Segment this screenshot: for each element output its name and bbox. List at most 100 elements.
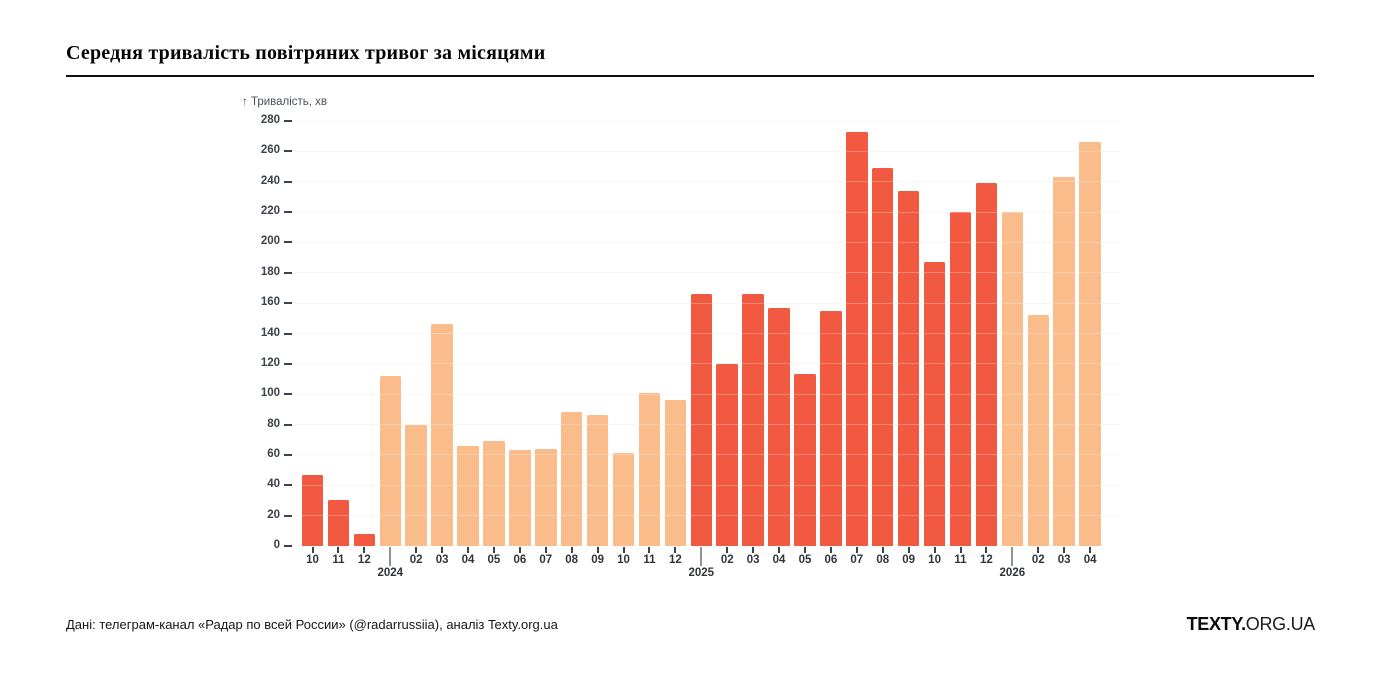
y-tick-label: 0 <box>273 539 280 551</box>
x-month-label: 05 <box>487 554 501 566</box>
bar-2023-10 <box>301 474 324 546</box>
x-tick-mark <box>337 547 340 553</box>
y-tick-mark <box>284 484 292 487</box>
x-tick-mark <box>803 547 806 553</box>
bar-2026-04 <box>1079 142 1101 546</box>
x-tick-mark <box>881 547 884 553</box>
y-tick-label: 280 <box>260 114 280 126</box>
x-month-label: 09 <box>591 554 604 566</box>
bar-2025-03 <box>742 294 764 546</box>
x-tick-mark <box>855 547 858 553</box>
y-tick-label: 80 <box>267 417 280 430</box>
x-month-label: 02 <box>409 554 423 566</box>
x-tick-mark <box>544 547 547 553</box>
y-tick-mark <box>284 120 292 122</box>
bar-2025-06 <box>820 310 842 546</box>
y-tick-label: 260 <box>260 144 280 157</box>
x-month-label: 11 <box>954 554 967 566</box>
x-tick-mark <box>907 547 910 553</box>
x-month-label: 06 <box>513 554 527 566</box>
bar-2023-11 <box>327 500 350 546</box>
bar-2026-01 <box>1001 212 1024 546</box>
x-month-label: 10 <box>928 554 941 566</box>
x-month-label: 08 <box>876 554 890 566</box>
y-tick-label: 200 <box>260 235 280 248</box>
x-tick-mark <box>829 547 832 553</box>
x-month-label: 12 <box>357 554 371 566</box>
y-gridline <box>293 272 1120 274</box>
y-tick-mark <box>284 332 292 335</box>
y-tick-mark <box>284 180 292 183</box>
x-tick-mark <box>1037 547 1040 553</box>
year-tick-mark <box>700 547 703 566</box>
y-tick-mark <box>284 393 292 396</box>
y-tick-label: 40 <box>267 478 280 491</box>
bar-2024-05 <box>483 441 505 546</box>
year-label: 2025 <box>688 567 715 579</box>
x-tick-mark <box>752 547 755 553</box>
bar-2026-03 <box>1053 177 1075 546</box>
y-gridline-overlay <box>293 302 1120 304</box>
bar-2024-03 <box>431 324 453 546</box>
x-month-label: 12 <box>980 554 993 566</box>
y-tick-mark <box>284 271 292 274</box>
y-gridline-overlay <box>293 393 1120 395</box>
x-month-label: 04 <box>461 554 475 566</box>
y-tick-label: 160 <box>260 296 280 309</box>
bar-2024-01 <box>379 376 401 546</box>
texty-logo-bold: TEXTY. <box>1186 614 1247 634</box>
x-tick-mark <box>959 547 962 553</box>
x-tick-mark <box>311 547 314 553</box>
bar-2026-02 <box>1027 315 1049 546</box>
y-tick-label: 140 <box>260 326 280 339</box>
y-gridline-overlay <box>293 363 1120 365</box>
bar-2025-01 <box>690 294 713 546</box>
x-tick-mark <box>467 547 470 553</box>
x-tick-mark <box>985 547 988 553</box>
x-month-label: 05 <box>798 554 812 566</box>
bar-2025-05 <box>794 374 816 546</box>
bar-2025-11 <box>949 212 972 546</box>
x-month-label: 09 <box>902 554 916 566</box>
bar-2025-04 <box>768 307 790 546</box>
x-tick-mark <box>674 547 677 553</box>
x-month-label: 06 <box>824 554 838 566</box>
bar-2023-12 <box>353 533 376 546</box>
x-month-label: 04 <box>1083 554 1097 566</box>
y-tick-label: 60 <box>267 447 280 460</box>
y-gridline <box>293 181 1120 183</box>
texty-logo: TEXTY.ORG.UA <box>1186 614 1316 635</box>
bar-2024-07 <box>535 448 557 546</box>
y-tick-label: 240 <box>260 174 280 187</box>
x-tick-mark <box>415 547 418 553</box>
y-axis-title: ↑ Тривалість, хв <box>242 96 328 108</box>
bar-2024-06 <box>509 450 531 546</box>
x-tick-mark <box>570 547 573 553</box>
bar-2024-08 <box>560 412 583 546</box>
y-gridline <box>293 241 1120 243</box>
x-month-label: 03 <box>1057 554 1071 566</box>
x-tick-mark <box>1063 547 1066 553</box>
x-tick-mark <box>441 547 444 553</box>
y-gridline-overlay <box>293 272 1120 274</box>
y-tick-mark <box>284 545 292 547</box>
x-month-label: 07 <box>850 554 864 566</box>
y-tick-label: 220 <box>260 205 280 218</box>
y-gridline-overlay <box>293 120 1120 122</box>
y-gridline-overlay <box>293 515 1120 517</box>
bar-2025-02 <box>716 363 738 546</box>
x-month-label: 11 <box>332 554 345 566</box>
x-tick-mark <box>778 547 781 553</box>
y-gridline <box>293 120 1120 122</box>
y-gridline-overlay <box>293 484 1120 486</box>
bar-2024-12 <box>664 400 687 546</box>
year-tick-mark <box>389 547 392 566</box>
year-label: 2026 <box>999 567 1026 579</box>
bar-2025-10 <box>923 262 946 546</box>
y-tick-mark <box>284 241 292 244</box>
bar-2025-09 <box>897 190 920 546</box>
y-gridline-overlay <box>293 211 1120 213</box>
page-title: Середня тривалість повітряних тривог за … <box>66 42 546 64</box>
bar-2024-11 <box>638 392 661 546</box>
